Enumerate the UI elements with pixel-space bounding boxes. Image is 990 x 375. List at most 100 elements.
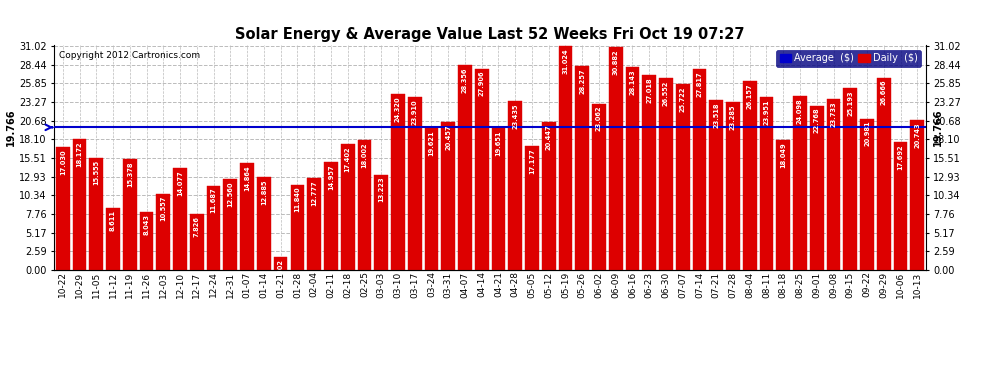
Bar [575,66,589,270]
Text: 26.666: 26.666 [881,80,887,105]
Text: 12.885: 12.885 [261,179,267,205]
Bar [341,144,354,270]
Text: 26.552: 26.552 [663,81,669,106]
Text: 27.906: 27.906 [479,71,485,96]
Text: 24.098: 24.098 [797,98,803,124]
Bar [72,139,86,270]
Text: 14.957: 14.957 [328,164,334,190]
Bar [442,122,455,270]
Bar [391,94,405,270]
Text: 28.356: 28.356 [462,68,468,93]
Text: 15.378: 15.378 [127,161,133,187]
Bar [676,84,690,270]
Bar [475,69,488,270]
Text: 28.143: 28.143 [630,69,636,94]
Text: 7.826: 7.826 [194,216,200,237]
Text: 12.560: 12.560 [228,182,234,207]
Text: 25.722: 25.722 [680,87,686,112]
Text: 17.177: 17.177 [529,148,535,174]
Bar [190,213,204,270]
Text: 23.951: 23.951 [763,99,769,125]
Bar [911,120,924,270]
Bar [710,100,723,270]
Text: 10.557: 10.557 [160,196,166,221]
Bar [224,179,238,270]
Text: 23.285: 23.285 [730,104,736,130]
Bar [726,102,740,270]
Bar [274,257,287,270]
Bar [140,212,153,270]
Text: 18.172: 18.172 [76,141,82,166]
Text: 28.257: 28.257 [579,68,585,94]
Bar [207,186,221,270]
Text: 22.768: 22.768 [814,108,820,134]
Text: 14.864: 14.864 [245,165,250,190]
Bar [374,175,388,270]
Text: 14.077: 14.077 [177,171,183,196]
Bar [693,69,706,270]
Text: 19.621: 19.621 [429,130,435,156]
Bar [776,140,790,270]
Bar [759,97,773,270]
Text: 8.043: 8.043 [144,214,149,235]
Text: 30.882: 30.882 [613,49,619,75]
Text: 20.981: 20.981 [864,121,870,146]
Text: 20.743: 20.743 [915,123,921,148]
Text: 17.692: 17.692 [898,144,904,170]
Bar [307,178,321,270]
Bar [626,67,640,270]
Text: 20.457: 20.457 [446,124,451,150]
Bar [56,147,69,270]
Text: 18.049: 18.049 [780,142,786,168]
Bar [89,158,103,270]
Bar [257,177,270,270]
Bar [241,163,254,270]
Bar [609,47,623,270]
Title: Solar Energy & Average Value Last 52 Weeks Fri Oct 19 07:27: Solar Energy & Average Value Last 52 Wee… [236,27,744,42]
Text: 1.802: 1.802 [277,259,283,280]
Bar [643,75,656,270]
Bar [793,96,807,270]
Bar [173,168,187,270]
Bar [894,142,908,270]
Text: 25.193: 25.193 [847,90,853,116]
Bar [742,81,756,270]
Text: 20.447: 20.447 [545,124,551,150]
Bar [408,98,422,270]
Text: 11.687: 11.687 [211,188,217,213]
Text: 27.817: 27.817 [697,71,703,97]
Bar [123,159,137,270]
Text: 17.402: 17.402 [345,147,350,172]
Bar [458,65,472,270]
Text: 23.733: 23.733 [831,101,837,126]
Bar [860,118,874,270]
Bar [659,78,673,270]
Legend: Average  ($), Daily  ($): Average ($), Daily ($) [776,50,921,67]
Text: 19.766: 19.766 [933,109,942,146]
Text: 23.062: 23.062 [596,106,602,131]
Bar [558,46,572,270]
Bar [156,194,170,270]
Bar [843,88,857,270]
Text: 18.002: 18.002 [361,142,367,168]
Bar [525,146,539,270]
Text: 15.555: 15.555 [93,160,99,185]
Text: 23.518: 23.518 [713,102,719,128]
Bar [592,104,606,270]
Text: 24.320: 24.320 [395,97,401,122]
Text: 23.910: 23.910 [412,100,418,125]
Bar [508,101,522,270]
Bar [492,128,505,270]
Bar [542,122,555,270]
Bar [810,106,824,270]
Text: 23.435: 23.435 [512,103,518,129]
Bar [324,162,338,270]
Text: 17.030: 17.030 [59,149,65,175]
Text: 12.777: 12.777 [311,180,317,206]
Bar [877,78,891,270]
Bar [357,140,371,270]
Text: 11.840: 11.840 [294,187,300,212]
Text: 19.766: 19.766 [6,109,16,146]
Text: Copyright 2012 Cartronics.com: Copyright 2012 Cartronics.com [58,51,200,60]
Text: 13.223: 13.223 [378,177,384,203]
